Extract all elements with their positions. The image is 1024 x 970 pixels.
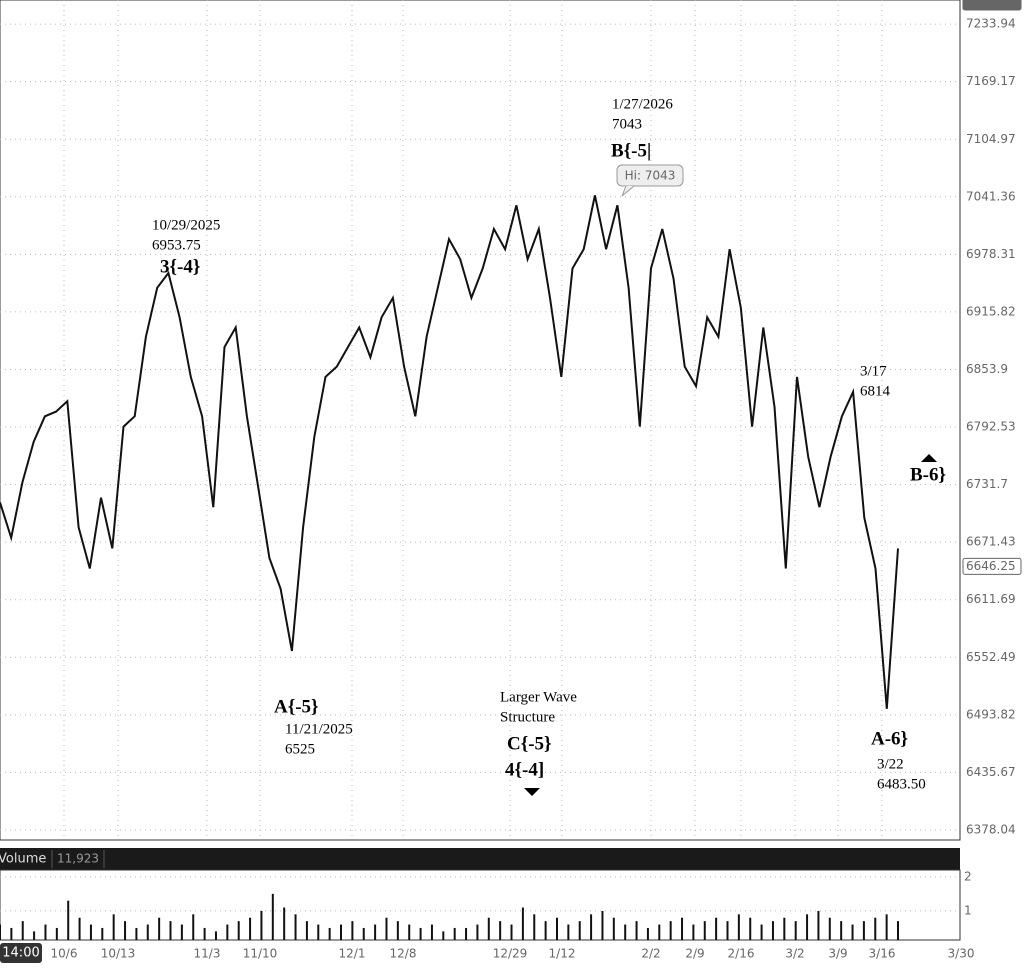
x-tick-label: 12/29 (493, 947, 528, 961)
volume-header (0, 848, 960, 870)
tooltip-box (616, 164, 684, 187)
annotation-text: 3/17 (860, 363, 887, 379)
y-tick-label: 6493.82 (966, 707, 1016, 721)
volume-title: Volume (0, 852, 46, 867)
annotation-text: 6525 (285, 741, 315, 757)
cursor-label: 14:00 (2, 946, 39, 961)
wave-label: A-6} (871, 728, 908, 749)
tooltip: Hi: 7043 (625, 169, 676, 183)
x-tick-label: 3/16 (869, 947, 896, 961)
annotation-text: Structure (500, 709, 555, 725)
x-tick-label: 12/1 (339, 947, 366, 961)
marker-up (921, 454, 937, 462)
x-tick-label: 3/30 (948, 947, 975, 961)
volume-reading: 11,923 (57, 852, 99, 866)
y-tick-label: 6853.9 (966, 362, 1008, 376)
cursor-box (0, 943, 42, 963)
wave-label: B{-5| (611, 140, 651, 161)
price-line (0, 195, 899, 709)
marker-down (524, 788, 540, 796)
y-tick-label: 6671.43 (966, 535, 1016, 549)
y-tick-label: 6915.82 (966, 304, 1016, 318)
y-tick-label: 6378.04 (966, 823, 1016, 837)
y-tick-label: 7169.17 (966, 74, 1016, 88)
volume-tick-label: 2 (964, 869, 972, 883)
x-tick-label: 2/16 (728, 947, 755, 961)
annotation-text: 3/22 (877, 756, 904, 772)
annotation-text: Larger Wave (500, 689, 577, 705)
wave-label: 4{-4] (505, 759, 544, 780)
annotation-text: 6814 (860, 383, 891, 399)
annotation-text: 7043 (612, 116, 642, 132)
annotation-text: 11/21/2025 (285, 721, 353, 737)
price-box (962, 557, 1022, 575)
y-tick-label: 6611.69 (966, 592, 1016, 606)
x-tick-label: 3/9 (828, 947, 847, 961)
y-tick-label: 7104.97 (966, 132, 1016, 146)
y-tick-label: 7041.36 (966, 189, 1016, 203)
volume-frame (0, 869, 961, 941)
annotation-text: 6953.75 (152, 237, 201, 253)
x-tick-label: 10/6 (51, 947, 78, 961)
y-tick-label: 6435.67 (966, 765, 1016, 779)
y-tick-label: 6978.31 (966, 247, 1016, 261)
x-tick-label: 11/10 (243, 947, 278, 961)
y-tick-label: 6792.53 (966, 420, 1016, 434)
wave-label: B-6} (910, 464, 946, 485)
wave-label: C{-5} (507, 733, 552, 754)
annotation-text: 10/29/2025 (152, 217, 220, 233)
y-tick-label: 6552.49 (966, 650, 1016, 664)
wave-label: 3{-4} (160, 256, 200, 277)
x-tick-label: 12/8 (390, 947, 417, 961)
tooltip-tail (621, 185, 635, 197)
price-label: 7258.99 (966, 0, 1016, 9)
wave-label: A{-5} (274, 696, 319, 717)
y-tick-label: 6731.7 (966, 477, 1008, 491)
x-tick-label: 2/2 (641, 947, 660, 961)
annotation-text: 1/27/2026 (612, 96, 673, 112)
x-tick-label: 3/2 (785, 947, 804, 961)
x-tick-label: 2/9 (685, 947, 704, 961)
price-label: 6646.25 (966, 559, 1016, 573)
x-tick-label: 11/3 (194, 947, 221, 961)
x-tick-label: 1/12 (549, 947, 576, 961)
volume-tick-label: 1 (964, 903, 972, 917)
annotation-text: 6483.50 (877, 776, 926, 792)
x-tick-label: 10/13 (101, 947, 136, 961)
y-tick-label: 7233.94 (966, 17, 1016, 31)
price-box (962, 0, 1022, 11)
plot-frame (0, 0, 961, 841)
